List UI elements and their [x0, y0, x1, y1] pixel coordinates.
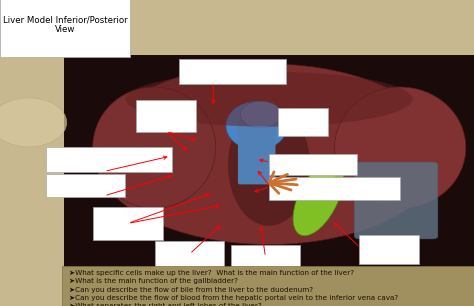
- FancyBboxPatch shape: [62, 266, 474, 306]
- FancyBboxPatch shape: [238, 120, 275, 185]
- Bar: [0, 0, 64, 306]
- FancyBboxPatch shape: [269, 177, 400, 200]
- FancyBboxPatch shape: [359, 235, 419, 264]
- FancyBboxPatch shape: [231, 245, 300, 270]
- Circle shape: [0, 98, 67, 147]
- Ellipse shape: [228, 105, 310, 226]
- FancyBboxPatch shape: [278, 108, 328, 136]
- Ellipse shape: [335, 87, 466, 208]
- FancyBboxPatch shape: [93, 207, 163, 240]
- FancyBboxPatch shape: [355, 162, 438, 239]
- Ellipse shape: [310, 165, 335, 187]
- FancyBboxPatch shape: [155, 241, 224, 270]
- FancyBboxPatch shape: [179, 59, 286, 84]
- FancyBboxPatch shape: [0, 0, 130, 57]
- FancyBboxPatch shape: [136, 100, 196, 132]
- Ellipse shape: [95, 64, 443, 244]
- Text: ➤What specific cells make up the liver?  What is the main function of the liver?: ➤What specific cells make up the liver? …: [69, 270, 398, 306]
- FancyBboxPatch shape: [46, 174, 125, 197]
- FancyBboxPatch shape: [269, 154, 357, 175]
- Ellipse shape: [93, 87, 216, 208]
- Ellipse shape: [293, 161, 343, 236]
- Ellipse shape: [226, 101, 287, 150]
- Ellipse shape: [126, 72, 412, 127]
- FancyBboxPatch shape: [46, 147, 172, 172]
- Circle shape: [240, 101, 281, 128]
- Bar: [64, 55, 474, 275]
- Text: Liver Model Inferior/Posterior
View: Liver Model Inferior/Posterior View: [3, 15, 128, 35]
